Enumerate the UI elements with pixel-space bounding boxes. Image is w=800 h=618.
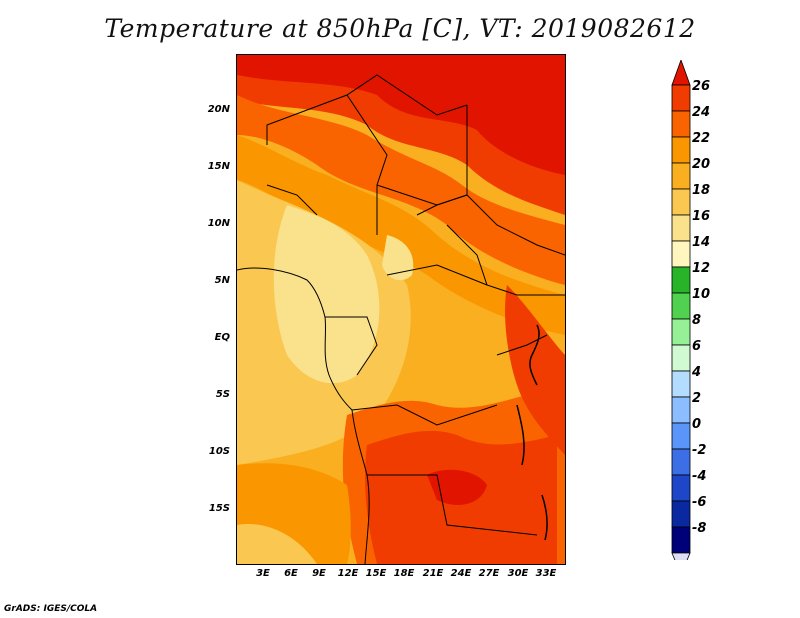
- credit-text: GrADS: IGES/COLA: [4, 604, 98, 614]
- colorbar-box: [671, 188, 691, 216]
- cb-label-minus6: -6: [692, 495, 707, 510]
- field-north-mid: [237, 135, 565, 335]
- lon-label-33e: 33E: [535, 568, 557, 579]
- cb-label-8: 8: [692, 313, 702, 328]
- colorbar-box: [671, 292, 691, 320]
- lon-label-6e: 6E: [284, 568, 298, 579]
- cb-label-20: 20: [692, 157, 711, 172]
- cb-label-4: 4: [692, 365, 702, 380]
- country-borders: [237, 74, 565, 564]
- cb-label-12: 12: [692, 261, 711, 276]
- lon-label-24e: 24E: [450, 568, 472, 579]
- lon-label-15e: 15E: [365, 568, 387, 579]
- lat-label-5n: 5N: [214, 275, 230, 286]
- plot-title: Temperature at 850hPa [C], VT: 201908261…: [104, 14, 696, 43]
- colorbar-top-cap: [671, 60, 691, 86]
- colorbar-box: [671, 344, 691, 372]
- colorbar-box: [671, 110, 691, 138]
- lat-label-10n: 10N: [207, 218, 230, 229]
- colorbar-box: [671, 474, 691, 502]
- field-north-warm: [237, 95, 565, 285]
- cb-label-16: 16: [692, 209, 711, 224]
- lat-label-10s: 10S: [208, 446, 230, 457]
- lon-label-9e: 9E: [312, 568, 326, 579]
- cb-label-6: 6: [692, 339, 702, 354]
- cb-label-0: 0: [692, 417, 702, 432]
- lon-label-30e: 30E: [507, 568, 529, 579]
- cb-label-14: 14: [692, 235, 711, 250]
- cb-label-18: 18: [692, 183, 711, 198]
- lat-label-eq: EQ: [214, 332, 230, 343]
- field-east-hot: [505, 285, 565, 455]
- lon-label-18e: 18E: [393, 568, 415, 579]
- cb-label-minus8: -8: [692, 521, 707, 536]
- colorbar-box: [671, 214, 691, 242]
- field-gabon-cool: [273, 205, 380, 384]
- lakes: [516, 324, 548, 541]
- field-central-cool: [382, 235, 414, 281]
- colorbar-box: [671, 422, 691, 450]
- lat-label-15n: 15N: [207, 161, 230, 172]
- lat-label-15s: 15S: [208, 503, 230, 514]
- cb-label-minus2: -2: [692, 443, 707, 458]
- colorbar: [671, 60, 691, 560]
- colorbar-bottom-cap: [671, 552, 691, 560]
- field-north-hottest: [237, 55, 565, 175]
- colorbar-box: [671, 526, 691, 554]
- colorbar-box: [671, 136, 691, 164]
- lat-label-5s: 5S: [215, 389, 230, 400]
- colorbar-box: [671, 448, 691, 476]
- temperature-map[interactable]: [236, 54, 566, 565]
- colorbar-box: [671, 500, 691, 528]
- lon-label-21e: 21E: [422, 568, 444, 579]
- field-south-hottest: [427, 469, 487, 505]
- colorbar-box: [671, 370, 691, 398]
- colorbar-box: [671, 162, 691, 190]
- cb-label-2: 2: [692, 391, 702, 406]
- cb-label-26: 26: [692, 79, 711, 94]
- lon-label-3e: 3E: [256, 568, 270, 579]
- map-field: [237, 55, 565, 564]
- cb-label-10: 10: [692, 287, 711, 302]
- field-southwest-cool: [237, 524, 317, 564]
- lat-label-20n: 20N: [207, 104, 230, 115]
- lon-label-27e: 27E: [478, 568, 500, 579]
- cb-label-minus4: -4: [692, 469, 707, 484]
- lon-label-12e: 12E: [337, 568, 359, 579]
- colorbar-box: [671, 318, 691, 346]
- cb-label-24: 24: [692, 105, 711, 120]
- colorbar-box: [671, 266, 691, 294]
- cb-label-22: 22: [692, 131, 711, 146]
- colorbar-box: [671, 396, 691, 424]
- colorbar-box: [671, 84, 691, 112]
- colorbar-box: [671, 240, 691, 268]
